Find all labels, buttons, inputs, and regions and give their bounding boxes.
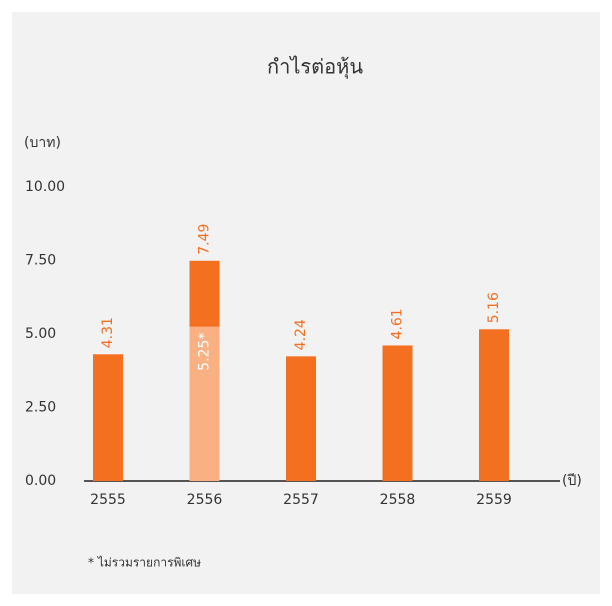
bar bbox=[382, 345, 413, 481]
value-label: 5.16 bbox=[486, 292, 502, 323]
y-tick-label: 7.50 bbox=[25, 253, 56, 269]
y-axis-label: (บาท) bbox=[24, 135, 61, 151]
x-tick-label: 2555 bbox=[90, 492, 126, 508]
y-tick-label: 10.00 bbox=[25, 179, 65, 195]
value-label: 4.31 bbox=[100, 317, 116, 348]
value-label: 4.61 bbox=[390, 308, 406, 339]
x-axis-label: (ปี) bbox=[562, 473, 582, 489]
y-tick-label: 2.50 bbox=[25, 400, 56, 416]
bar bbox=[93, 354, 123, 481]
y-tick-label: 0.00 bbox=[25, 473, 56, 489]
bar bbox=[479, 329, 509, 481]
x-tick-label: 2559 bbox=[476, 492, 512, 508]
overlay-value-label: 5.25* bbox=[197, 333, 213, 371]
y-tick-label: 5.00 bbox=[25, 326, 56, 342]
value-label: 4.24 bbox=[293, 319, 309, 350]
chart-title: กำไรต่อหุ้น bbox=[267, 55, 363, 80]
bar-overlay bbox=[189, 326, 220, 481]
chart-background bbox=[12, 12, 600, 594]
footnote: * ไม่รวมรายการพิเศษ bbox=[88, 556, 201, 570]
x-tick-label: 2557 bbox=[283, 492, 319, 508]
value-label: 7.49 bbox=[197, 224, 213, 255]
x-tick-label: 2556 bbox=[187, 492, 223, 508]
bar bbox=[286, 356, 316, 481]
x-tick-label: 2558 bbox=[380, 492, 416, 508]
